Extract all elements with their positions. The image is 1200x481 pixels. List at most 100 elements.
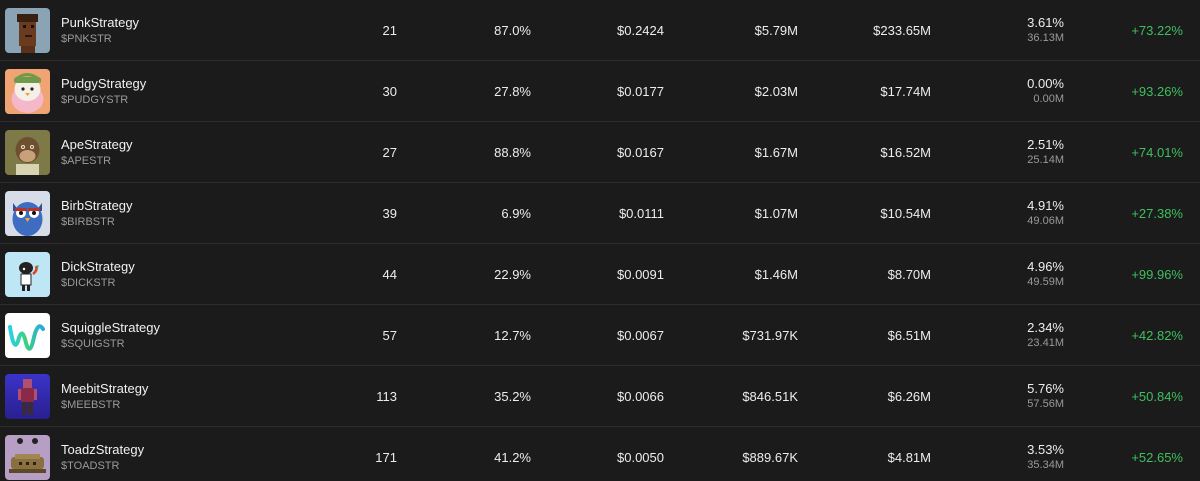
share-amount: 36.13M <box>1027 32 1064 44</box>
percent-value: 35.2% <box>494 389 531 404</box>
table-row[interactable]: BirbStrategy $BIRBSTR 39 6.9% $0.0111 $1… <box>0 183 1200 244</box>
token-name: DickStrategy <box>61 259 135 274</box>
table-row[interactable]: ApeStrategy $APESTR 27 88.8% $0.0167 $1.… <box>0 122 1200 183</box>
price-value: $0.0167 <box>617 145 664 160</box>
share-percent: 3.61% <box>1027 15 1064 30</box>
token-ticker: $BIRBSTR <box>61 216 115 228</box>
market-cap-value: $10.54M <box>880 206 931 221</box>
share-amount: 49.59M <box>1027 276 1064 288</box>
volume-value: $1.46M <box>754 267 798 282</box>
price-value: $0.0091 <box>617 267 664 282</box>
holders-count: 44 <box>382 267 397 282</box>
change-value: +50.84% <box>1131 389 1183 404</box>
token-name: SquiggleStrategy <box>61 320 161 335</box>
token-ticker: $DICKSTR <box>61 277 116 289</box>
share-cell: 3.61% 36.13M <box>1027 15 1064 45</box>
share-amount: 25.14M <box>1027 154 1064 166</box>
table-row[interactable]: PunkStrategy $PNKSTR 21 87.0% $0.2424 $5… <box>0 0 1200 61</box>
table-row[interactable]: MeebitStrategy $MEEBSTR 113 35.2% $0.006… <box>0 366 1200 427</box>
share-percent: 3.53% <box>1027 442 1064 457</box>
ape-avatar-icon <box>5 130 50 175</box>
market-cap-value: $6.26M <box>887 389 931 404</box>
percent-value: 12.7% <box>494 328 531 343</box>
share-percent: 5.76% <box>1027 381 1064 396</box>
meebit-avatar-icon <box>5 374 50 419</box>
share-percent: 2.51% <box>1027 137 1064 152</box>
percent-value: 27.8% <box>494 84 531 99</box>
share-amount: 49.06M <box>1027 215 1064 227</box>
price-value: $0.0177 <box>617 84 664 99</box>
holders-count: 27 <box>382 145 397 160</box>
percent-value: 87.0% <box>494 23 531 38</box>
volume-value: $1.07M <box>754 206 798 221</box>
market-cap-value: $17.74M <box>880 84 931 99</box>
token-name: PunkStrategy <box>61 15 140 30</box>
market-cap-value: $233.65M <box>873 23 931 38</box>
table-row[interactable]: SquiggleStrategy $SQUIGSTR 57 12.7% $0.0… <box>0 305 1200 366</box>
share-cell: 2.51% 25.14M <box>1027 137 1064 167</box>
share-cell: 2.34% 23.41M <box>1027 320 1064 350</box>
toad-avatar-icon <box>5 435 50 480</box>
market-cap-value: $8.70M <box>887 267 931 282</box>
squiggle-avatar-icon <box>5 313 50 358</box>
change-value: +74.01% <box>1131 145 1183 160</box>
share-cell: 5.76% 57.56M <box>1027 381 1064 411</box>
share-amount: 57.56M <box>1027 398 1064 410</box>
share-percent: 4.91% <box>1027 198 1064 213</box>
holders-count: 171 <box>375 450 397 465</box>
holders-count: 113 <box>376 389 397 404</box>
volume-value: $5.79M <box>754 23 798 38</box>
token-name: PudgyStrategy <box>61 76 147 91</box>
share-cell: 3.53% 35.34M <box>1027 442 1064 472</box>
token-ticker: $TOADSTR <box>61 460 120 472</box>
percent-value: 6.9% <box>501 206 531 221</box>
owl-avatar-icon <box>5 191 50 236</box>
change-value: +27.38% <box>1131 206 1183 221</box>
share-percent: 4.96% <box>1027 259 1064 274</box>
token-ticker: $SQUIGSTR <box>61 338 125 350</box>
token-name: ToadzStrategy <box>61 442 145 457</box>
share-cell: 0.00% 0.00M <box>1027 76 1064 106</box>
volume-value: $889.67K <box>742 450 798 465</box>
share-cell: 4.96% 49.59M <box>1027 259 1064 289</box>
price-value: $0.0111 <box>618 206 664 221</box>
price-value: $0.0050 <box>617 450 664 465</box>
price-value: $0.0067 <box>617 328 664 343</box>
holders-count: 39 <box>382 206 397 221</box>
share-cell: 4.91% 49.06M <box>1027 198 1064 228</box>
volume-value: $1.67M <box>754 145 798 160</box>
table-row[interactable]: ToadzStrategy $TOADSTR 171 41.2% $0.0050… <box>0 427 1200 481</box>
share-amount: 23.41M <box>1027 337 1064 349</box>
share-amount: 0.00M <box>1033 93 1064 105</box>
token-name: BirbStrategy <box>61 198 133 213</box>
price-value: $0.2424 <box>617 23 664 38</box>
percent-value: 22.9% <box>494 267 531 282</box>
token-ticker: $APESTR <box>61 155 112 167</box>
price-value: $0.0066 <box>617 389 664 404</box>
holders-count: 21 <box>382 23 397 38</box>
holders-count: 30 <box>382 84 397 99</box>
token-ticker: $MEEBSTR <box>61 399 121 411</box>
share-percent: 2.34% <box>1027 320 1064 335</box>
share-percent: 0.00% <box>1027 76 1064 91</box>
token-ticker: $PNKSTR <box>61 33 112 45</box>
market-cap-value: $6.51M <box>887 328 931 343</box>
token-name: MeebitStrategy <box>61 381 149 396</box>
token-ticker: $PUDGYSTR <box>61 94 129 106</box>
table-row[interactable]: DickStrategy $DICKSTR 44 22.9% $0.0091 $… <box>0 244 1200 305</box>
token-name: ApeStrategy <box>61 137 133 152</box>
pudgy-penguin-avatar-icon <box>5 69 50 114</box>
change-value: +93.26% <box>1131 84 1183 99</box>
holders-count: 57 <box>382 328 397 343</box>
percent-value: 41.2% <box>494 450 531 465</box>
change-value: +73.22% <box>1131 23 1183 38</box>
change-value: +52.65% <box>1131 450 1183 465</box>
dick-character-avatar-icon <box>5 252 50 297</box>
punk-avatar-icon <box>5 8 50 53</box>
change-value: +99.96% <box>1131 267 1183 282</box>
volume-value: $731.97K <box>742 328 798 343</box>
table-row[interactable]: PudgyStrategy $PUDGYSTR 30 27.8% $0.0177… <box>0 61 1200 122</box>
percent-value: 88.8% <box>494 145 531 160</box>
share-amount: 35.34M <box>1027 459 1064 471</box>
